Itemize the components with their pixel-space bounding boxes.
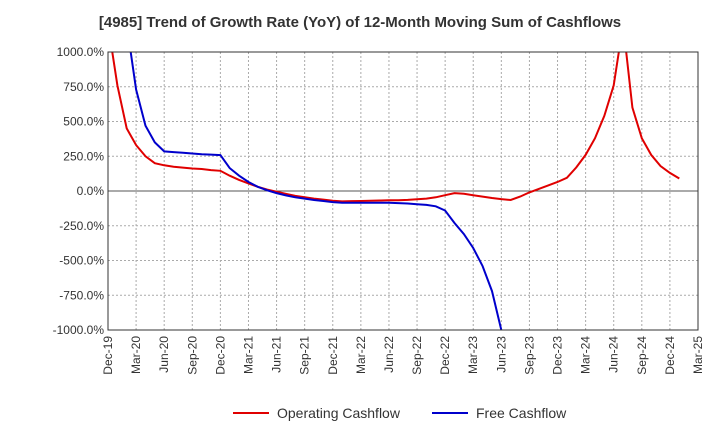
x-tick-label: Sep-22 xyxy=(410,336,424,375)
y-tick-label: 1000.0% xyxy=(57,45,105,59)
chart-title: [4985] Trend of Growth Rate (YoY) of 12-… xyxy=(98,14,622,31)
axes xyxy=(107,51,699,331)
series-lines xyxy=(111,52,680,330)
x-tick-label: Jun-24 xyxy=(607,336,621,373)
x-tick-label: Jun-23 xyxy=(494,336,508,373)
x-tick-label: Mar-20 xyxy=(129,336,143,374)
legend-swatch-operating-cashflow xyxy=(233,412,269,414)
y-tick-label: -250.0% xyxy=(59,219,104,233)
x-tick-labels: Dec-19 Mar-20 Jun-20 Sep-20 Dec-20 Mar-21 Jun-… xyxy=(101,336,705,375)
legend-label-operating-cashflow: Operating Cashflow xyxy=(277,405,400,421)
legend-label-free-cashflow: Free Cashflow xyxy=(476,405,567,421)
x-tick-label: Sep-21 xyxy=(298,336,312,375)
x-tick-label: Sep-23 xyxy=(522,336,536,375)
x-tick-label: Dec-20 xyxy=(213,336,227,375)
x-tick-label: Jun-20 xyxy=(157,336,171,373)
y-tick-label: 500.0% xyxy=(63,115,104,129)
x-tick-label: Mar-21 xyxy=(241,336,255,374)
y-tick-label: -750.0% xyxy=(59,288,104,302)
x-tick-label: Dec-19 xyxy=(101,336,115,375)
legend-swatch-free-cashflow xyxy=(432,412,468,414)
y-tick-labels: 1000.0% 750.0% 500.0% 250.0% 0.0% -250.0% -500… xyxy=(53,45,105,337)
x-tick-label: Dec-22 xyxy=(438,336,452,375)
y-tick-label: 250.0% xyxy=(63,149,104,163)
series-line-free-cashflow xyxy=(129,52,503,330)
x-tick-label: Mar-22 xyxy=(354,336,368,374)
legend: Operating Cashflow Free Cashflow xyxy=(0,405,720,425)
y-tick-label: -500.0% xyxy=(59,254,104,268)
plot-frame xyxy=(107,51,699,331)
y-tick-label: -1000.0% xyxy=(53,323,105,337)
y-tick-label: 750.0% xyxy=(63,80,104,94)
x-tick-label: Sep-20 xyxy=(185,336,199,375)
x-tick-label: Dec-24 xyxy=(663,336,677,375)
legend-item-operating-cashflow: Operating Cashflow xyxy=(233,405,400,421)
y-tick-label: 0.0% xyxy=(77,184,105,198)
x-tick-label: Dec-21 xyxy=(326,336,340,375)
x-tick-label: Dec-23 xyxy=(551,336,565,375)
grid-lines xyxy=(108,51,698,331)
x-tick-label: Sep-24 xyxy=(635,336,649,375)
series-line-operating-cashflow xyxy=(111,52,680,203)
x-tick-label: Mar-23 xyxy=(466,336,480,374)
x-tick-label: Mar-25 xyxy=(691,336,705,374)
legend-item-free-cashflow: Free Cashflow xyxy=(432,405,566,421)
x-tick-label: Jun-21 xyxy=(270,336,284,373)
x-tick-label: Mar-24 xyxy=(579,336,593,374)
x-tick-label: Jun-22 xyxy=(382,336,396,373)
